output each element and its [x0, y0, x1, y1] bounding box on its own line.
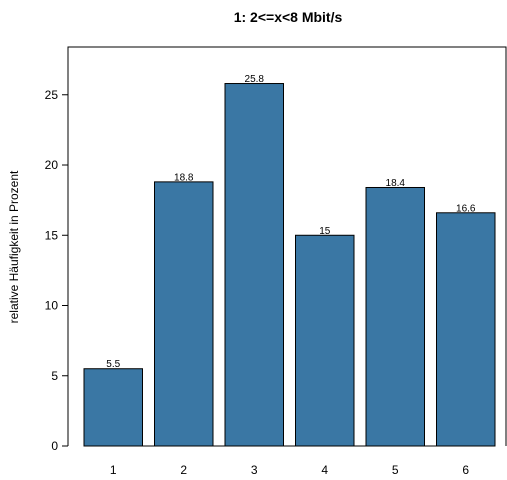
- bar-value-label: 5.5: [106, 359, 120, 370]
- y-tick-label: 10: [45, 299, 59, 313]
- bar-value-label: 25.8: [245, 74, 265, 85]
- y-tick-label: 25: [45, 88, 59, 102]
- bar-value-label: 15: [319, 226, 331, 237]
- chart-title: 1: 2<=x<8 Mbit/s: [234, 9, 343, 25]
- y-tick-label: 20: [45, 158, 59, 172]
- bar: [224, 83, 284, 447]
- bar: [83, 368, 143, 447]
- bar-value-label: 18.8: [174, 172, 194, 183]
- y-axis-label: relative Häufigkeit in Prozent: [7, 170, 21, 323]
- bar-value-label: 18.4: [386, 178, 406, 189]
- y-tick-label: 15: [45, 228, 59, 242]
- bar: [295, 234, 355, 447]
- x-tick-label: 4: [321, 463, 328, 477]
- x-tick-label: 6: [462, 463, 469, 477]
- x-tick-label: 3: [251, 463, 258, 477]
- bar: [436, 212, 496, 447]
- bar: [365, 186, 425, 447]
- bar: [154, 181, 214, 447]
- x-tick-label: 1: [110, 463, 117, 477]
- x-tick-label: 2: [180, 463, 187, 477]
- plot-area: 0 5 10 15 20 25 5.5 1 18.8 2 25.8 3 15 4 18.4 5 16.6 6: [45, 46, 507, 477]
- plot-frame: [67, 46, 507, 446]
- bar-value-label: 16.6: [456, 203, 476, 214]
- x-tick-label: 5: [392, 463, 399, 477]
- y-tick-label: 0: [51, 439, 58, 453]
- y-tick-label: 5: [51, 369, 58, 383]
